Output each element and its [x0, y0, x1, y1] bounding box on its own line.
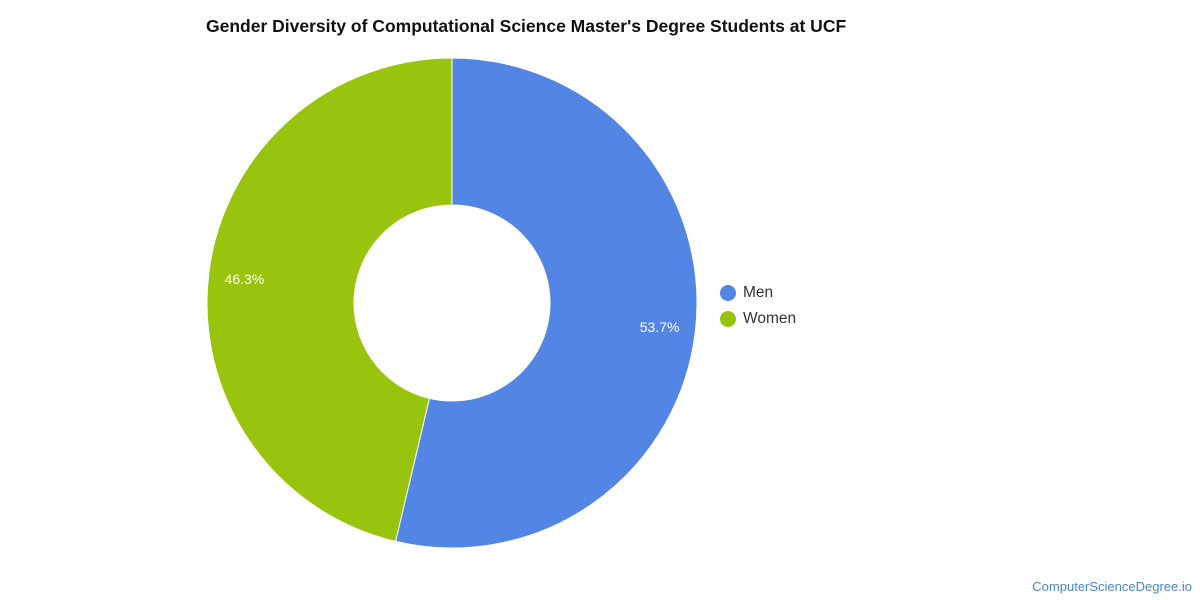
legend: Men Women	[720, 280, 796, 332]
data-label-men: 53.7%	[640, 319, 680, 335]
data-label-women: 46.3%	[225, 271, 265, 287]
slice-men[interactable]	[394, 57, 698, 549]
legend-item-men[interactable]: Men	[720, 280, 796, 306]
watermark-link[interactable]: ComputerScienceDegree.io	[1032, 579, 1192, 594]
legend-label-women: Women	[743, 310, 797, 327]
legend-swatch-women	[720, 311, 736, 327]
legend-label-men: Men	[743, 284, 774, 301]
slice-women[interactable]	[206, 57, 453, 543]
legend-item-women[interactable]: Women	[720, 306, 796, 332]
chart-title: Gender Diversity of Computational Scienc…	[206, 16, 847, 36]
legend-swatch-men	[720, 285, 736, 301]
